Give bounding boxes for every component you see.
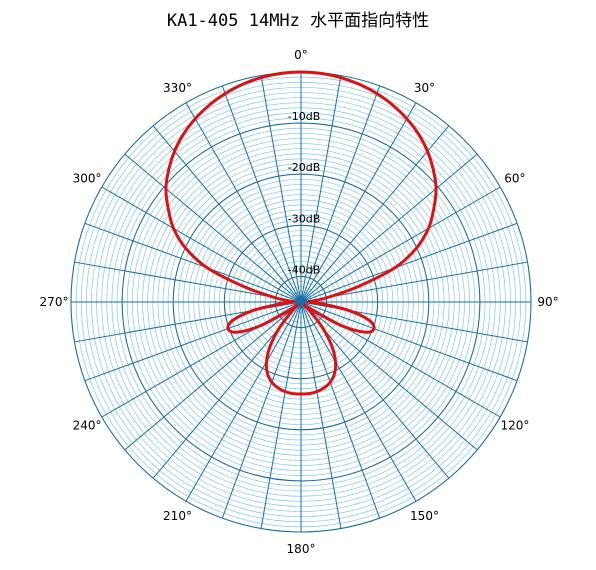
angle-label: 0°: [294, 48, 308, 62]
angle-spoke: [300, 301, 478, 451]
angle-spoke: [300, 301, 518, 382]
angle-spoke: [260, 75, 302, 303]
angle-spoke: [300, 153, 478, 303]
angle-label: 120°: [500, 419, 529, 433]
angle-label: 60°: [504, 172, 525, 186]
angle-label: 90°: [537, 295, 558, 309]
db-label: -20dB: [288, 161, 321, 174]
angle-label: 150°: [410, 509, 439, 523]
angle-spoke: [300, 301, 381, 519]
angle-label: 30°: [414, 81, 435, 95]
angle-spoke: [300, 75, 342, 303]
angle-spoke: [300, 102, 417, 303]
angle-label: 300°: [73, 172, 102, 186]
angle-label: 210°: [163, 509, 192, 523]
pattern-group: [164, 70, 438, 396]
angle-spoke: [300, 301, 342, 529]
db-label: -40dB: [288, 263, 321, 276]
chart-title: KA1-405 14MHz 水平面指向特性: [166, 11, 430, 31]
angle-spoke: [221, 301, 302, 519]
angle-spoke: [101, 186, 302, 303]
db-labels: -10dB -20dB -30dB -40dB: [288, 110, 321, 276]
angle-spoke: [124, 301, 302, 451]
angle-spoke: [300, 186, 501, 303]
angle-spoke: [300, 222, 518, 303]
angle-spoke: [152, 125, 302, 303]
angle-labels: 0° 30° 60° 90° 120° 150° 180° 210° 240° 270° 300° 3…: [40, 48, 559, 556]
angle-label: 270°: [40, 295, 69, 309]
angle-spoke: [84, 222, 302, 303]
angle-spoke: [185, 102, 302, 303]
angle-spoke: [300, 301, 417, 502]
db-label: -10dB: [288, 110, 321, 123]
angle-label: 240°: [73, 419, 102, 433]
angular-grid: [71, 72, 531, 532]
pattern-line: [164, 70, 438, 396]
db-label: -30dB: [288, 212, 321, 225]
angle-spoke: [84, 301, 302, 382]
angle-spoke: [260, 301, 302, 529]
angle-label: 180°: [287, 542, 316, 556]
angle-spoke: [124, 153, 302, 303]
angle-spoke: [221, 85, 302, 303]
angle-spoke: [300, 125, 450, 303]
angle-spoke: [185, 301, 302, 502]
angle-label: 330°: [163, 81, 192, 95]
angle-spoke: [300, 85, 381, 303]
